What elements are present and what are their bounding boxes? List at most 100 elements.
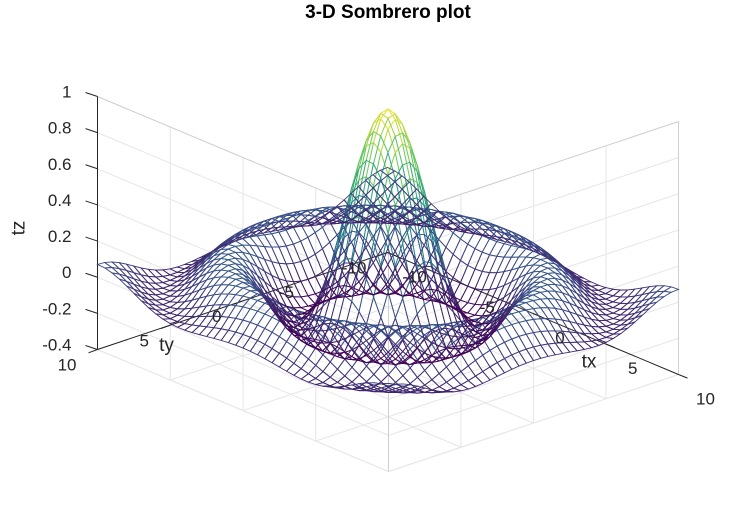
mesh-cell	[358, 346, 375, 367]
z-tick-label: 0.8	[48, 119, 72, 138]
grid-line	[169, 324, 462, 448]
mesh-cell	[220, 284, 237, 295]
mesh-cell	[532, 344, 549, 359]
mesh-cell	[365, 174, 381, 189]
x-tick-mark	[387, 252, 397, 257]
grid-line	[97, 276, 389, 400]
mesh-cell	[488, 271, 505, 291]
mesh-cell	[278, 262, 295, 283]
mesh-cell	[539, 298, 557, 309]
mesh-cell	[568, 341, 586, 352]
chart-title: 3-D Sombrero plot	[305, 2, 471, 23]
mesh-cell	[344, 366, 360, 383]
mesh-cell	[205, 327, 222, 339]
mesh-cell	[467, 268, 483, 290]
mesh-cell	[285, 226, 302, 245]
box-edge	[97, 96, 389, 219]
y-axis-label: ty	[159, 335, 174, 356]
z-tick-label: 0	[62, 263, 71, 282]
x-tick-label: -5	[480, 298, 495, 317]
grid-line	[97, 349, 389, 472]
mesh-cell	[510, 256, 527, 271]
mesh-cell	[560, 284, 578, 300]
x-axis-ticks: -10 -5 0 5 10	[402, 268, 715, 409]
mesh-cell	[488, 255, 505, 274]
mesh-cell	[539, 330, 556, 345]
mesh-cell	[263, 246, 280, 264]
mesh-cell	[402, 348, 418, 369]
mesh-cell	[402, 367, 419, 385]
mesh-cell	[510, 321, 527, 337]
z-tick-label: 0.4	[48, 191, 72, 210]
mesh-cell	[336, 358, 353, 377]
mesh-cell	[213, 328, 230, 341]
z-tick-label: 0.2	[48, 227, 72, 246]
mesh-cell	[380, 117, 396, 154]
mesh-cell	[503, 256, 520, 273]
mesh-cell	[219, 270, 237, 278]
x-tick-mark	[605, 343, 615, 349]
mesh-cell	[278, 245, 295, 265]
mesh-cell	[285, 262, 302, 283]
mesh-cell	[532, 318, 549, 332]
mesh-cell	[467, 248, 483, 270]
grid-line	[388, 193, 679, 292]
z-tick-label: -0.2	[42, 299, 71, 318]
mesh-cell	[278, 229, 295, 247]
z-tick-mark	[85, 236, 98, 242]
grid-line	[388, 229, 679, 328]
mesh-cell	[292, 296, 309, 309]
mesh-cell	[611, 289, 629, 298]
y-tick-label: -5	[279, 283, 294, 302]
mesh-cell	[424, 362, 440, 381]
mesh-cell	[474, 251, 491, 273]
y-tick-mark	[160, 324, 171, 330]
mesh-cell	[292, 260, 309, 282]
mesh-cell	[531, 258, 549, 266]
mesh-cell	[343, 323, 360, 336]
y-tick-label: 5	[140, 331, 149, 350]
mesh-cell	[96, 261, 114, 269]
mesh-cell	[212, 293, 230, 306]
mesh-cell	[481, 272, 498, 291]
mesh-cell	[270, 246, 287, 265]
mesh-cell	[394, 113, 411, 143]
surface-mesh	[96, 108, 680, 394]
x-axis-label: tx	[582, 352, 597, 373]
y-tick-label: -10	[342, 259, 367, 278]
mesh-cell	[212, 269, 230, 279]
mesh-cell	[387, 365, 404, 384]
z-tick-mark	[85, 308, 98, 314]
mesh-cell	[517, 256, 535, 269]
z-axis-label: tz	[9, 221, 30, 236]
mesh-cell	[532, 330, 549, 346]
x-tick-mark	[678, 374, 688, 379]
mesh-cell	[220, 304, 237, 318]
mesh-cell	[168, 266, 186, 273]
y-tick-mark	[88, 349, 98, 354]
mesh-cell	[531, 270, 550, 279]
mesh-cell	[539, 278, 557, 286]
x-tick-mark	[532, 313, 543, 318]
z-tick-label: 0.6	[48, 155, 72, 174]
mesh-cell	[212, 284, 230, 296]
y-tick-label: 10	[58, 356, 77, 375]
y-axis-ticks: -10 -5 0 5 10	[58, 259, 367, 375]
mesh-cell	[285, 243, 302, 264]
x-tick-label: 10	[696, 390, 715, 409]
z-tick-mark	[85, 200, 98, 206]
mesh-cell	[133, 283, 149, 295]
z-tick-mark	[85, 345, 98, 350]
mesh-cell	[387, 135, 403, 180]
mesh-cell	[474, 270, 491, 291]
grid-line	[97, 240, 389, 364]
x-tick-label: -10	[402, 268, 427, 287]
mesh-cell	[300, 257, 316, 280]
mesh-cell	[583, 332, 600, 342]
z-tick-mark	[85, 92, 98, 97]
z-tick-label: -0.4	[42, 336, 71, 355]
mesh-cell	[416, 350, 433, 372]
mesh-cell	[373, 108, 389, 124]
mesh-cell	[358, 365, 375, 383]
mesh-cell	[314, 370, 331, 384]
